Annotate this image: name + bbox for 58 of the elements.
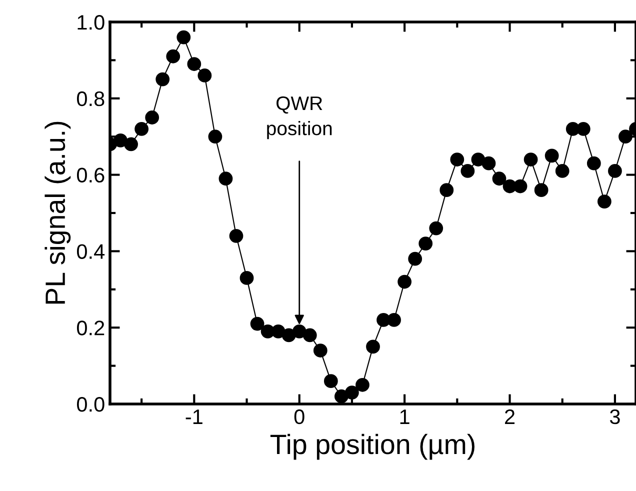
point [471, 152, 486, 166]
point [408, 252, 422, 266]
point [618, 130, 632, 144]
x-tick-label: 1 [400, 410, 410, 424]
x-tick-label: 0 [294, 409, 304, 424]
point [302, 328, 317, 342]
point [418, 236, 433, 251]
point [482, 156, 496, 170]
point [282, 328, 296, 342]
point [524, 152, 538, 166]
point [124, 137, 138, 152]
point [597, 194, 612, 208]
point [544, 148, 559, 163]
point [134, 122, 149, 136]
point [208, 130, 222, 144]
point [313, 344, 328, 358]
point [366, 340, 380, 354]
point [156, 72, 170, 86]
point [229, 228, 244, 243]
point [218, 172, 233, 186]
x-tick-label: -1 [186, 410, 202, 424]
y-axis-title: PL signal (a.u.) [44, 122, 71, 304]
point [250, 316, 264, 331]
x-tick-label: 3 [610, 409, 620, 424]
point [429, 221, 444, 236]
y-tick-label: 0.4 [76, 244, 105, 259]
point [271, 324, 286, 338]
point [586, 156, 601, 170]
point [198, 68, 212, 82]
y-tick-label: 0.6 [76, 168, 104, 183]
point [324, 374, 338, 388]
point [114, 133, 128, 148]
y-tick-label: 1.0 [78, 15, 104, 30]
y-tick-label: 0.8 [76, 91, 104, 106]
point [240, 270, 254, 285]
point [608, 164, 622, 178]
point [513, 179, 528, 194]
point [345, 386, 359, 400]
point [440, 183, 454, 198]
point [450, 152, 464, 166]
point [576, 122, 590, 136]
point [292, 324, 306, 338]
x-tick-label: 2 [505, 409, 515, 424]
point [187, 57, 202, 71]
y-tick-label: 0.2 [76, 320, 104, 336]
point [176, 30, 191, 44]
x-axis-title: Tip position (µm) [270, 434, 474, 460]
point [534, 183, 548, 198]
y-tick-label: 0.0 [76, 397, 104, 412]
point [460, 164, 475, 178]
point [387, 313, 401, 327]
point [166, 49, 180, 64]
point [145, 110, 160, 124]
point [398, 274, 412, 289]
point [356, 378, 370, 392]
point [492, 172, 506, 186]
point [555, 164, 570, 178]
annotation: QWR position [267, 96, 332, 140]
